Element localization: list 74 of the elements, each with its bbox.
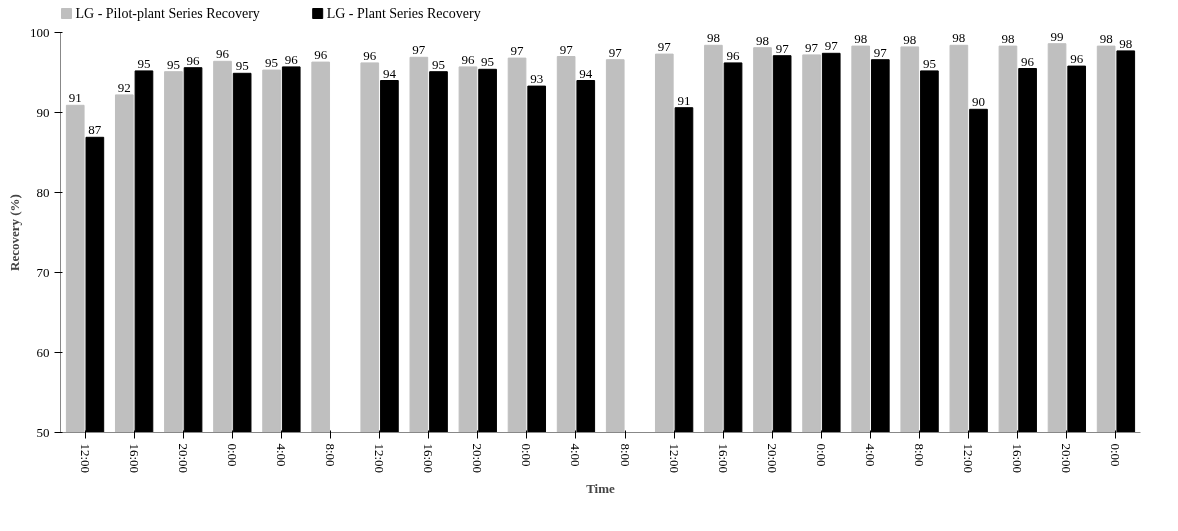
data-label: 96 (314, 47, 328, 63)
data-label: 98 (854, 31, 868, 47)
y-tick-label: 60 (36, 344, 50, 360)
x-tick-label: 12:00 (666, 443, 682, 474)
legend-label: LG - Pilot-plant Series Recovery (75, 6, 260, 21)
x-tick-label: 16:00 (126, 443, 142, 474)
y-tick-label: 50 (36, 424, 50, 440)
data-label: 95 (137, 55, 151, 71)
x-tick-label: 16:00 (715, 443, 731, 474)
data-label: 98 (1001, 31, 1015, 47)
data-label: 96 (1021, 53, 1035, 69)
data-label: 94 (579, 65, 593, 81)
data-label: 97 (559, 41, 574, 57)
data-label: 91 (677, 92, 691, 108)
data-label: 95 (432, 56, 445, 72)
data-label: 96 (1070, 51, 1084, 67)
y-tick-label: 80 (36, 184, 50, 200)
y-tick-label: 90 (36, 104, 50, 120)
data-label: 98 (903, 31, 917, 47)
data-label: 97 (412, 42, 426, 58)
data-label: 97 (873, 44, 888, 60)
x-tick-label: 16:00 (421, 443, 437, 474)
data-label: 93 (530, 71, 544, 87)
data-label: 96 (186, 52, 201, 68)
data-label: 97 (775, 40, 790, 56)
x-tick-label: 16:00 (1010, 443, 1026, 474)
data-label: 87 (88, 122, 102, 138)
data-label: 99 (1050, 28, 1064, 44)
data-label: 95 (922, 55, 936, 71)
data-label: 96 (216, 46, 230, 62)
y-tick-label: 70 (36, 264, 50, 280)
data-label: 98 (756, 32, 769, 48)
data-label: 96 (284, 51, 299, 67)
data-label: 98 (952, 30, 966, 46)
data-label: 95 (166, 56, 180, 72)
y-axis-title: Recovery (%) (7, 194, 22, 271)
x-tick-label: 0:00 (1108, 443, 1124, 467)
x-tick-label: 0:00 (224, 443, 240, 467)
x-tick-label: 12:00 (961, 443, 977, 474)
x-tick-label: 20:00 (1059, 443, 1075, 474)
legend-label: LG - Plant Series Recovery (326, 6, 481, 21)
x-tick-label: 4:00 (273, 443, 289, 467)
x-tick-label: 8:00 (912, 443, 928, 467)
x-tick-label: 20:00 (470, 443, 486, 474)
data-label: 95 (265, 55, 279, 71)
data-label: 98 (1099, 31, 1113, 47)
data-label: 97 (805, 39, 819, 55)
x-tick-label: 4:00 (863, 443, 878, 467)
data-label: 95 (235, 58, 249, 74)
x-tick-label: 4:00 (568, 443, 584, 467)
data-label: 96 (363, 47, 377, 63)
x-tick-label: 8:00 (323, 443, 338, 467)
data-label: 98 (706, 30, 720, 46)
data-label: 95 (481, 54, 495, 70)
x-tick-label: 12:00 (77, 443, 93, 474)
x-tick-label: 0:00 (519, 443, 535, 467)
x-tick-label: 0:00 (813, 443, 829, 467)
x-tick-label: 8:00 (617, 443, 633, 467)
data-label: 91 (68, 90, 82, 106)
x-tick-label: 12:00 (372, 443, 388, 474)
data-label: 90 (972, 94, 985, 110)
data-label: 97 (824, 38, 839, 54)
data-label: 97 (657, 39, 672, 55)
y-tick-label: 100 (30, 24, 50, 40)
data-label: 96 (461, 51, 475, 67)
data-label: 96 (726, 47, 741, 63)
x-axis-title: Time (586, 481, 616, 497)
data-label: 94 (382, 65, 397, 81)
data-label: 97 (510, 43, 525, 59)
data-label: 92 (117, 79, 131, 95)
data-label: 98 (1119, 35, 1133, 51)
data-label: 97 (608, 44, 623, 60)
x-tick-label: 20:00 (764, 443, 780, 474)
x-tick-label: 20:00 (175, 443, 191, 474)
